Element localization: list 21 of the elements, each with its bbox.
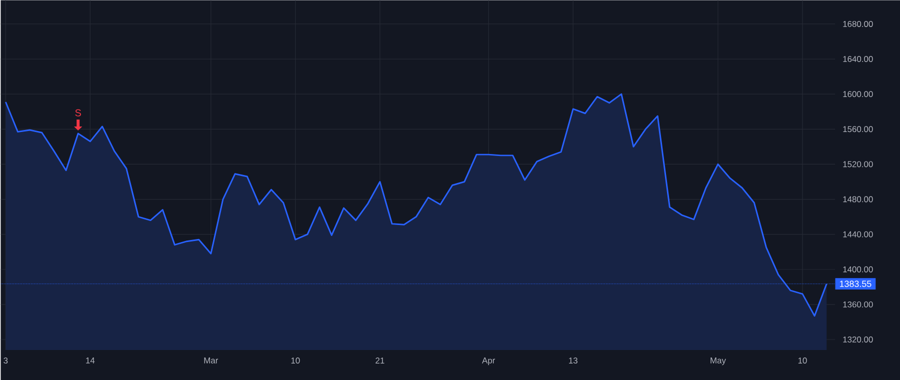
x-tick-label: 3 (4, 358, 8, 364)
x-tick-label: Mar (204, 358, 218, 364)
x-tick-label: Apr (482, 358, 496, 366)
x-tick-label: May (710, 358, 726, 366)
annotation: S (75, 109, 81, 116)
y-tick-label: 1320.00 (843, 336, 873, 342)
x-tick-label: 10 (798, 358, 807, 364)
y-tick-label: 1480.00 (843, 196, 873, 202)
ref-line-label: 1383.55 (840, 280, 872, 287)
y-tick-label: 1560.00 (843, 126, 873, 132)
y-tick-label: 1600.00 (843, 91, 873, 98)
y-tick-label: 1520.00 (843, 161, 873, 168)
y-tick-label: 1680.00 (843, 20, 873, 27)
x-tick-label: 10 (291, 358, 300, 364)
x-tick-label: 21 (376, 358, 384, 364)
x-tick-label: 13 (569, 358, 578, 364)
y-tick-label: 1640.00 (843, 56, 873, 62)
y-tick-label: 1400.00 (843, 266, 873, 272)
x-tick-label: 14 (86, 358, 95, 364)
y-tick-label: 1440.00 (843, 231, 873, 238)
y-tick-label: 1360.00 (843, 301, 873, 308)
